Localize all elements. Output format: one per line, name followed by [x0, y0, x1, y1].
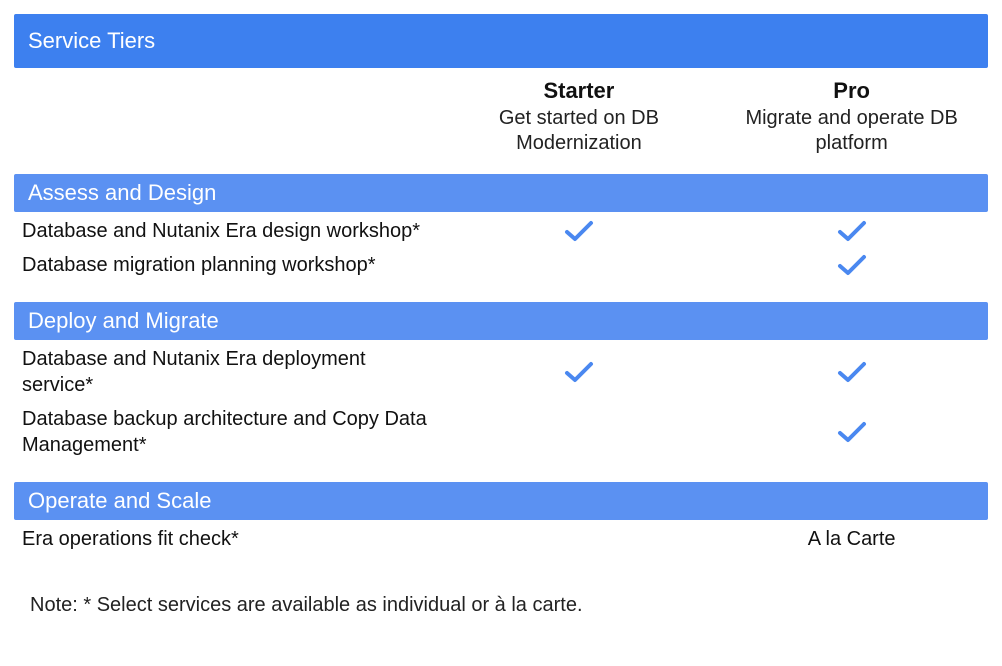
row-cell [715, 254, 988, 276]
section-header: Deploy and Migrate [14, 302, 988, 340]
section-spacer [14, 462, 988, 482]
tier-header-pro: Pro Migrate and operate DB platform [715, 78, 988, 156]
row-label: Database and Nutanix Era design workshop… [14, 214, 443, 248]
check-icon [837, 361, 867, 383]
tier-name: Starter [451, 78, 708, 104]
table-row: Database and Nutanix Era design workshop… [14, 214, 988, 248]
tier-header-starter: Starter Get started on DB Modernization [443, 78, 716, 156]
section-spacer [14, 282, 988, 302]
service-tiers-table: Service Tiers Starter Get started on DB … [0, 0, 1002, 617]
footnote: Note: * Select services are available as… [30, 594, 988, 617]
row-label: Database and Nutanix Era deployment serv… [14, 342, 443, 402]
row-cell [443, 220, 716, 242]
check-icon [564, 220, 594, 242]
section-header: Assess and Design [14, 174, 988, 212]
check-icon [837, 220, 867, 242]
check-icon [837, 421, 867, 443]
row-label: Database migration planning workshop* [14, 248, 443, 282]
section-spacer [14, 556, 988, 576]
table-title-bar: Service Tiers [14, 14, 988, 68]
row-cell [715, 220, 988, 242]
section-header: Operate and Scale [14, 482, 988, 520]
table-row: Database backup architecture and Copy Da… [14, 402, 988, 462]
check-icon [564, 361, 594, 383]
tier-name: Pro [723, 78, 980, 104]
header-spacer [14, 78, 443, 156]
table-row: Database migration planning workshop* [14, 248, 988, 282]
row-cell [715, 421, 988, 443]
tier-desc: Get started on DB Modernization [451, 106, 708, 156]
cell-text: A la Carte [808, 528, 896, 551]
row-label: Era operations fit check* [14, 522, 443, 556]
row-label: Database backup architecture and Copy Da… [14, 402, 443, 462]
row-cell: A la Carte [715, 528, 988, 551]
check-icon [837, 254, 867, 276]
sections: Assess and DesignDatabase and Nutanix Er… [14, 174, 988, 576]
tiers-header-row: Starter Get started on DB Modernization … [14, 78, 988, 156]
row-cell [715, 361, 988, 383]
table-row: Database and Nutanix Era deployment serv… [14, 342, 988, 402]
table-row: Era operations fit check* A la Carte [14, 522, 988, 556]
row-cell [443, 361, 716, 383]
tier-desc: Migrate and operate DB platform [723, 106, 980, 156]
